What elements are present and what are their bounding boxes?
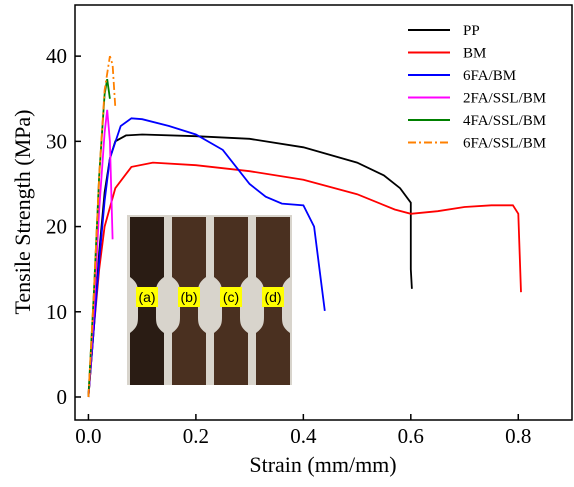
inset-label-box [136, 287, 158, 307]
x-tick-label: 0.6 [398, 424, 424, 448]
series-line [87, 78, 111, 398]
inset-photo: (a) (b) (c) (d) [127, 215, 292, 385]
x-axis-label: Strain (mm/mm) [249, 452, 396, 477]
series-line [87, 55, 117, 398]
plot-frame [74, 4, 573, 421]
x-tick-label: 0.4 [290, 424, 317, 448]
y-tick-label: 20 [46, 215, 67, 239]
inset-label: (b) [180, 289, 197, 305]
x-tick-label: 0.0 [75, 424, 101, 448]
inset-label: (a) [138, 289, 155, 305]
y-tick-label: 0 [57, 385, 68, 409]
legend-label: 6FA/SSL/BM [463, 136, 546, 152]
legend-label: BM [463, 46, 486, 62]
y-axis-label: Tensile Strength (MPa) [10, 110, 35, 315]
inset-label-box [220, 287, 242, 307]
y-tick-label: 10 [46, 300, 67, 324]
inset-label: (d) [264, 289, 281, 305]
inset-label: (c) [223, 289, 239, 305]
series-line [87, 161, 522, 398]
x-tick-label: 0.8 [505, 424, 531, 448]
series-line [87, 117, 326, 398]
y-tick-label: 40 [46, 44, 67, 68]
legend-label: PP [463, 23, 480, 39]
legend-label: 6FA/BM [463, 68, 516, 84]
legend-label: 2FA/SSL/BM [463, 91, 546, 107]
x-tick-label: 0.2 [183, 424, 209, 448]
y-tick-label: 30 [46, 129, 67, 153]
inset-label-box [262, 287, 284, 307]
legend-label: 4FA/SSL/BM [463, 113, 546, 129]
inset-label-box [178, 287, 200, 307]
series-line [87, 109, 114, 398]
